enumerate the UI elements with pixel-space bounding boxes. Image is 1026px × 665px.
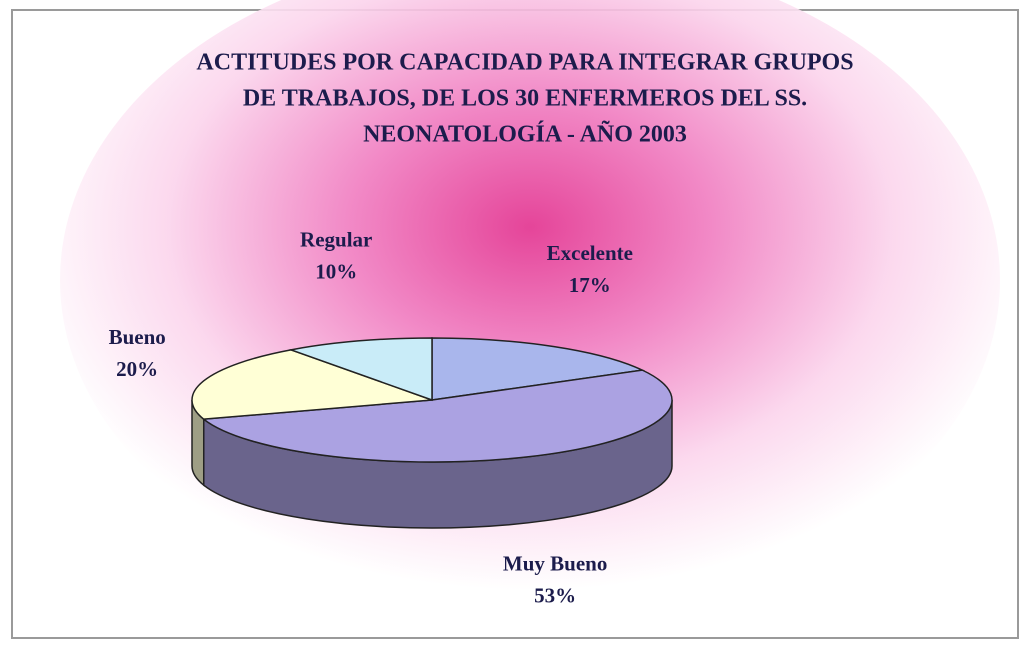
slice-label: Regular	[300, 227, 372, 251]
pie-slice	[431, 337, 645, 401]
slice-label: Bueno	[109, 325, 166, 349]
slice-value-label: 17%	[569, 273, 611, 297]
pie-slice	[288, 337, 433, 402]
pie-slice	[201, 369, 673, 463]
slice-value-label: 53%	[534, 583, 576, 607]
title: ACTITUDES POR CAPACIDAD PARA INTEGRAR GR…	[196, 50, 853, 148]
pie-slice	[191, 349, 433, 420]
title-line: ACTITUDES POR CAPACIDAD PARA INTEGRAR GR…	[196, 50, 853, 76]
slice-label: Excelente	[547, 241, 633, 265]
title-line: DE TRABAJOS, DE LOS 30 ENFERMEROS DEL SS…	[243, 86, 807, 112]
slice-value-label: 20%	[116, 357, 158, 381]
title-line: NEONATOLOGÍA - AÑO 2003	[363, 122, 687, 148]
slice-label: Muy Bueno	[503, 551, 607, 575]
slice-value-label: 10%	[315, 259, 357, 283]
